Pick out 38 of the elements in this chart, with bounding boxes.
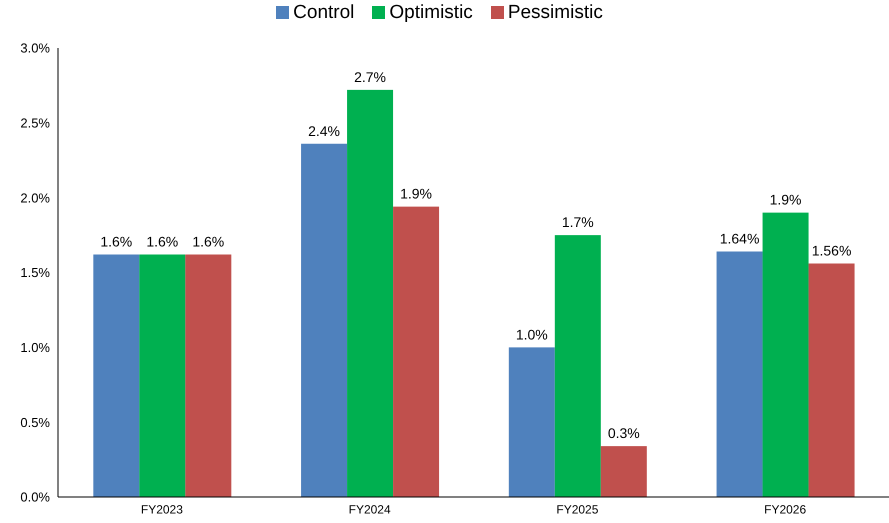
bar bbox=[347, 90, 394, 497]
bar bbox=[716, 252, 763, 497]
data-label: 1.6% bbox=[100, 234, 132, 250]
data-label: 1.64% bbox=[720, 230, 760, 247]
bar bbox=[508, 347, 555, 497]
data-label: 1.0% bbox=[516, 326, 548, 342]
data-label: 1.7% bbox=[562, 214, 594, 230]
data-label: 1.9% bbox=[770, 192, 802, 208]
bar bbox=[600, 446, 647, 497]
data-label: 1.6% bbox=[146, 234, 178, 250]
legend-label: Control bbox=[293, 2, 354, 23]
legend-label: Pessimistic bbox=[508, 2, 603, 23]
y-tick-label: 2.5% bbox=[20, 115, 50, 130]
bar bbox=[808, 264, 855, 497]
x-tick-label: FY2023 bbox=[140, 502, 184, 517]
bar bbox=[762, 212, 809, 497]
bar bbox=[301, 144, 348, 497]
bar bbox=[554, 235, 601, 497]
bar bbox=[139, 254, 186, 497]
data-label: 0.3% bbox=[608, 425, 640, 442]
x-tick-label: FY2025 bbox=[556, 502, 599, 517]
data-label: 2.4% bbox=[308, 122, 340, 139]
bar bbox=[93, 254, 140, 497]
x-tick-label: FY2026 bbox=[764, 502, 806, 517]
bar bbox=[393, 206, 440, 497]
y-tick-label: 2.0% bbox=[20, 190, 50, 206]
data-label: 2.7% bbox=[354, 68, 386, 85]
data-label: 1.56% bbox=[812, 242, 852, 259]
data-label: 1.9% bbox=[400, 186, 432, 202]
y-tick-label: 3.0% bbox=[20, 40, 50, 56]
legend-label: Optimistic bbox=[389, 2, 473, 23]
y-tick-label: 0.5% bbox=[20, 414, 50, 430]
data-label: 1.6% bbox=[192, 234, 224, 250]
x-tick-label: FY2024 bbox=[348, 502, 391, 517]
y-tick-label: 1.5% bbox=[20, 265, 50, 280]
y-tick-label: 0.0% bbox=[20, 490, 50, 505]
bar bbox=[185, 254, 232, 497]
y-tick-label: 1.0% bbox=[20, 340, 50, 355]
